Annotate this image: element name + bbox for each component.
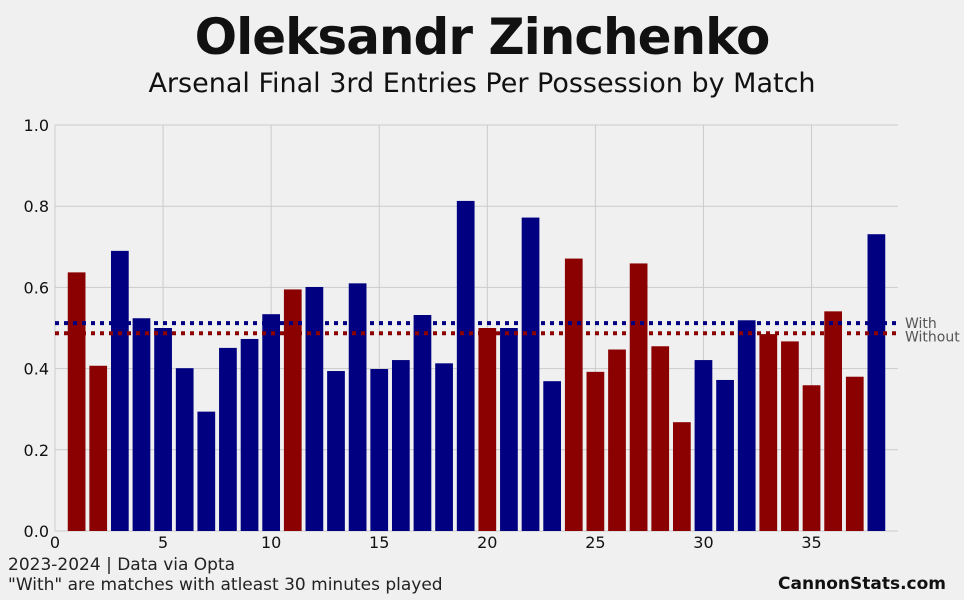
bar: [564, 258, 583, 531]
bar: [672, 422, 691, 531]
bar: [781, 341, 799, 531]
bar: [456, 200, 475, 531]
bar: [240, 338, 259, 531]
bar: [845, 376, 864, 531]
bar: [262, 314, 281, 531]
x-axis-ticks: 0 5 10 15 20 25 30 35: [50, 533, 822, 552]
bar: [759, 334, 778, 531]
x-tick-label: 5: [158, 533, 168, 552]
x-tick-label: 25: [585, 533, 605, 552]
footnote-definition: "With" are matches with atleast 30 minut…: [8, 575, 443, 595]
bar: [651, 346, 670, 531]
bar: [391, 360, 410, 531]
bar: [521, 217, 540, 531]
bar: [327, 371, 345, 531]
bar: [175, 368, 194, 531]
bar: [370, 369, 389, 531]
bar: [824, 311, 843, 531]
bar: [586, 371, 605, 531]
footnote-season: 2023-2024 | Data via Opta: [8, 555, 236, 575]
bar: [348, 283, 367, 531]
y-tick-label: 0.2: [24, 441, 49, 460]
x-tick-label: 10: [261, 533, 281, 552]
x-tick-label: 35: [801, 533, 821, 552]
bar: [802, 385, 821, 531]
bar: [608, 349, 626, 531]
x-tick-label: 15: [369, 533, 389, 552]
bar: [694, 360, 713, 531]
y-tick-label: 1.0: [24, 116, 49, 135]
x-tick-label: 0: [50, 533, 60, 552]
bar: [283, 289, 302, 531]
bar: [737, 320, 756, 531]
reference-label-with: With: [905, 316, 937, 332]
bar: [154, 328, 172, 531]
bar: [305, 286, 324, 531]
bars: [67, 200, 886, 532]
bar: [67, 272, 86, 531]
x-tick-label: 20: [477, 533, 497, 552]
y-tick-label: 0.4: [24, 360, 49, 379]
bar: [867, 234, 886, 532]
x-tick-label: 30: [693, 533, 713, 552]
bar: [197, 411, 216, 531]
bar: [413, 315, 432, 531]
reference-label-without: Without: [905, 329, 960, 345]
y-tick-label: 0.6: [24, 278, 49, 297]
bar: [435, 363, 453, 531]
chart-title: Oleksandr Zinchenko: [194, 8, 771, 66]
brand-credit: CannonStats.com: [778, 574, 946, 594]
chart-subtitle: Arsenal Final 3rd Entries Per Possession…: [148, 68, 816, 99]
bar: [89, 365, 108, 531]
bar: [716, 379, 734, 531]
bar: [110, 250, 129, 532]
bar: [478, 328, 497, 531]
bar: [219, 347, 237, 531]
y-axis-ticks: 0.0 0.2 0.4 0.6 0.8 1.0: [24, 116, 49, 541]
bar: [500, 328, 518, 531]
bar: [629, 263, 648, 531]
y-tick-label: 0.0: [24, 522, 49, 541]
y-tick-label: 0.8: [24, 197, 49, 216]
bar: [543, 381, 562, 531]
bar: [132, 318, 151, 531]
